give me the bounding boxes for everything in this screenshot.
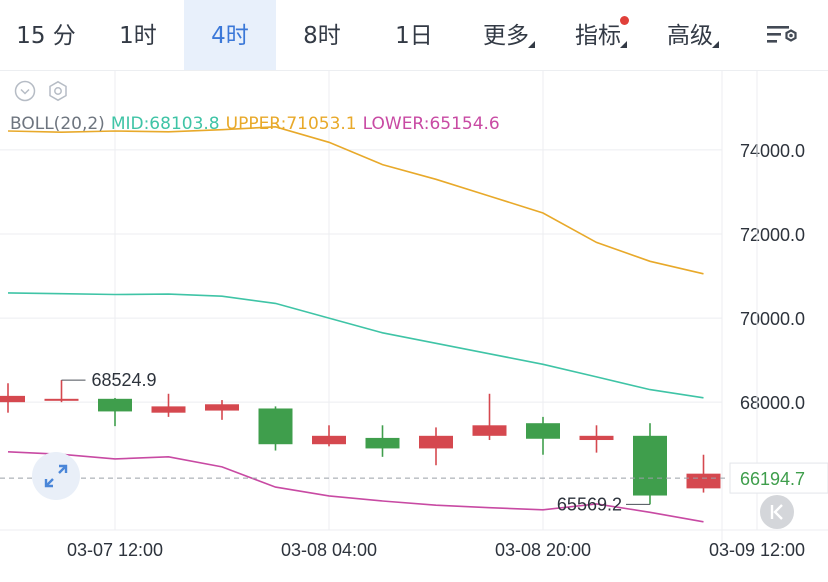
candle-body — [633, 435, 667, 496]
tab-label: 1时 — [119, 23, 157, 49]
tab-1h[interactable]: 1时 — [92, 0, 184, 70]
tab-15m[interactable]: 15 分 — [0, 0, 92, 70]
tab-label: 高级 — [667, 23, 713, 49]
tab-label: 更多 — [483, 23, 529, 49]
tab-1d[interactable]: 1日 — [368, 0, 460, 70]
tab-label: 8时 — [303, 23, 341, 49]
boll-name: BOLL(20,2) — [10, 114, 105, 134]
candle-body — [526, 423, 560, 439]
annotation-label: 65569.2 — [557, 494, 622, 514]
candle-body — [579, 435, 614, 441]
dropdown-corner-icon — [620, 41, 627, 48]
current-price-tag — [729, 462, 828, 494]
dropdown-corner-icon — [712, 41, 719, 48]
boll-legend: BOLL(20,2) MID:68103.8 UPPER:71053.1 LOWER:… — [10, 114, 506, 134]
boll-lower-line — [7, 451, 704, 523]
boll-mid-value: MID:68103.8 — [110, 114, 220, 134]
tab-label: 1日 — [395, 23, 433, 49]
timeframe-toolbar: 15 分 1时 4时 8时 1日 更多 指标 高级 — [0, 0, 828, 71]
current-price-label: 66194.7 — [740, 469, 805, 489]
candlestick-chart[interactable]: 74000.0 72000.0 70000.0 68000.0 03-07 12:00 0… — [0, 70, 828, 572]
candle-body — [0, 395, 25, 403]
x-tick-label: 03-07 12:00 — [67, 540, 163, 560]
expand-button[interactable] — [32, 452, 80, 500]
candle-body — [419, 435, 453, 449]
candle-body — [312, 435, 346, 445]
y-tick-label: 70000.0 — [740, 309, 805, 329]
candle-body — [151, 406, 186, 413]
boll-lower-value: LOWER:65154.6 — [362, 114, 500, 134]
dropdown-corner-icon — [528, 41, 535, 48]
candle-body — [258, 408, 293, 445]
tab-8h[interactable]: 8时 — [276, 0, 368, 70]
chart-settings-icon[interactable] — [760, 20, 800, 52]
tab-indicators[interactable]: 指标 — [552, 0, 644, 70]
candle-body — [205, 404, 239, 411]
candle-body — [98, 398, 132, 412]
x-tick-label: 03-08 20:00 — [495, 540, 591, 560]
candle-body — [472, 425, 507, 436]
x-tick-label: 03-09 12:00 — [709, 540, 805, 560]
bottom-edge — [0, 572, 828, 582]
boll-mid-line — [7, 292, 704, 399]
boll-upper-value: UPPER:71053.1 — [225, 114, 357, 134]
chevron-down-circle-icon[interactable] — [14, 80, 36, 102]
tab-label: 15 分 — [16, 23, 76, 49]
hexagon-gear-icon[interactable] — [47, 80, 69, 102]
x-tick-label: 03-08 04:00 — [281, 540, 377, 560]
chevron-left-icon — [770, 504, 783, 520]
y-tick-label: 68000.0 — [740, 393, 805, 413]
tab-label: 指标 — [575, 23, 621, 49]
tab-advanced[interactable]: 高级 — [644, 0, 736, 70]
y-tick-label: 72000.0 — [740, 225, 805, 245]
y-tick-label: 74000.0 — [740, 141, 805, 161]
candle-body — [686, 473, 721, 489]
tab-4h[interactable]: 4时 — [184, 0, 276, 70]
notification-dot-icon — [620, 16, 629, 25]
boll-upper-line — [7, 125, 704, 275]
expand-diagonal-icon — [44, 464, 68, 488]
annotation-label: 68524.9 — [92, 370, 157, 390]
candle-body — [365, 437, 400, 449]
reset-view-button[interactable] — [760, 495, 794, 529]
candle-body — [44, 398, 79, 401]
tab-more[interactable]: 更多 — [460, 0, 552, 70]
tab-label: 4时 — [211, 23, 249, 49]
